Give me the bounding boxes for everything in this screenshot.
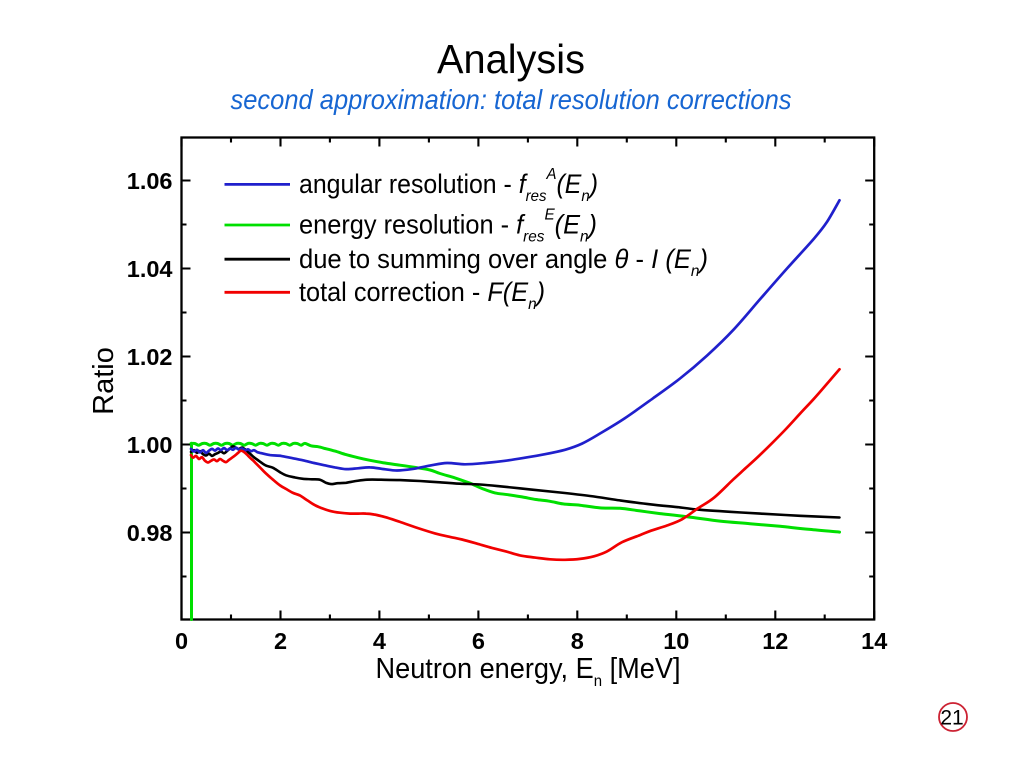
svg-text:1.00: 1.00 [127,432,173,458]
svg-text:10: 10 [663,628,689,654]
svg-text:1.02: 1.02 [127,344,173,370]
svg-text:1.04: 1.04 [127,256,173,282]
svg-text:12: 12 [762,628,788,654]
svg-text:6: 6 [472,628,485,654]
svg-text:4: 4 [373,628,386,654]
svg-text:due to summing over angle θ -: due to summing over angle θ - I (En) [299,244,708,280]
svg-text:second approximation: total re: second approximation: total resolution c… [231,84,792,115]
svg-text:0: 0 [175,628,188,654]
svg-text:2: 2 [274,628,287,654]
svg-text:1.06: 1.06 [127,168,173,194]
svg-text:Ratio: Ratio [88,347,120,415]
svg-text:0.98: 0.98 [127,520,173,546]
svg-text:angular resolution - fresA(En): angular resolution - fresA(En) [299,166,598,205]
svg-text:8: 8 [571,628,584,654]
svg-text:Analysis: Analysis [437,36,585,82]
svg-text:14: 14 [861,628,887,654]
svg-text:21: 21 [940,707,963,730]
svg-text:Neutron energy, En [MeV]: Neutron energy, En [MeV] [376,653,681,690]
